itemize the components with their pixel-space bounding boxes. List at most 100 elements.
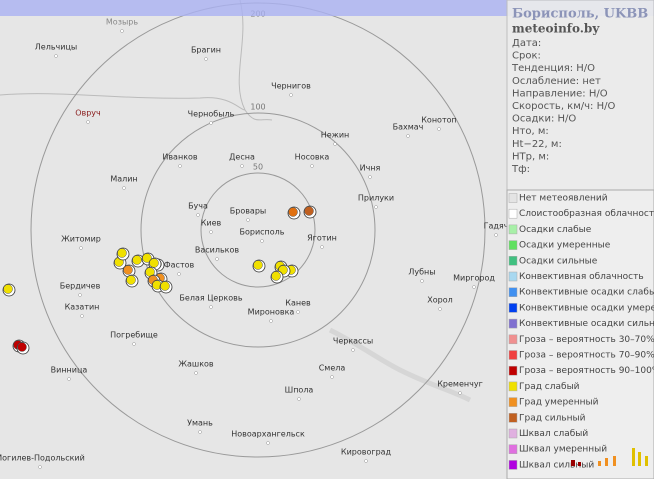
legend-label: Осадки сильные <box>519 256 598 266</box>
city-dot <box>289 93 293 97</box>
legend-label: Град слабый <box>519 382 580 392</box>
panel-site: meteoinfo.by <box>512 22 600 36</box>
border <box>0 93 246 111</box>
city-label: Лубны <box>408 268 435 277</box>
city-dot <box>351 348 355 352</box>
legend-swatch <box>508 413 518 423</box>
city-label: Жашков <box>178 360 214 369</box>
city-dot <box>494 233 498 237</box>
city-dot <box>177 272 181 276</box>
city-label: Кременчуг <box>437 380 483 389</box>
city-label: Овруч <box>75 109 101 118</box>
city-dot <box>406 134 410 138</box>
city-dot <box>260 239 264 243</box>
radar-echo <box>117 248 127 258</box>
city-dot <box>80 314 84 318</box>
legend-label: Град сильный <box>519 413 586 423</box>
city-label: Прилуки <box>358 194 394 203</box>
legend-swatch <box>508 208 518 219</box>
city-dot <box>269 319 273 323</box>
city-label: Малин <box>110 175 137 184</box>
city-dot <box>246 218 250 222</box>
city-dot <box>78 293 82 297</box>
legend-label: Гроза – вероятность 90–100% <box>519 366 654 376</box>
panel-field: Скорость, км/ч: Н/О <box>512 101 615 112</box>
city-dot <box>204 57 208 61</box>
top-band <box>0 0 654 16</box>
city-label: Гадяч <box>484 222 509 231</box>
radar-echo <box>142 253 152 263</box>
city-dot <box>122 186 126 190</box>
legend-label: Конвективные осадки умерен. <box>519 303 654 313</box>
city-dot <box>297 397 301 401</box>
city-dot <box>120 29 124 33</box>
mini-histogram <box>571 448 648 466</box>
city-dot <box>194 371 198 375</box>
panel-field: Направление: Н/О <box>512 88 608 99</box>
city-dot <box>86 120 90 124</box>
legend-swatch <box>508 287 518 297</box>
city-dot <box>196 213 200 217</box>
city-label: Васильков <box>195 246 240 255</box>
city-dot <box>209 230 213 234</box>
city-label: Смела <box>319 364 346 373</box>
city-label: Чернигов <box>271 82 311 91</box>
city-dot <box>320 245 324 249</box>
city-label: Умань <box>187 419 213 428</box>
city-dot <box>438 307 442 311</box>
city-label: Шпола <box>285 386 314 395</box>
city-dot <box>132 342 136 346</box>
radar-echo <box>3 284 13 294</box>
radar-echo <box>123 265 133 275</box>
city-label: Казатин <box>65 303 100 312</box>
legend-swatch <box>508 224 518 235</box>
city-label: Погребище <box>110 331 158 340</box>
legend-label: Шквал слабый <box>519 429 588 439</box>
city-label: Буча <box>188 202 208 211</box>
city-dot <box>296 310 300 314</box>
legend-swatch <box>508 303 518 313</box>
city-label: Десна <box>229 153 255 162</box>
panel-field: Тф: <box>511 164 530 175</box>
city-label: Лельчицы <box>35 43 77 52</box>
radar-echo <box>149 258 159 268</box>
city-label: Житомир <box>61 235 101 244</box>
city-label: Винница <box>51 366 88 375</box>
city-label: Бердичев <box>60 282 101 291</box>
city-label: Бровары <box>230 207 266 216</box>
city-dot <box>178 164 182 168</box>
city-label: Иванков <box>162 153 198 162</box>
legend-swatch <box>508 381 518 392</box>
city-label: Новоархангельск <box>231 430 305 439</box>
city-dot <box>368 175 372 179</box>
panel-field: НТр, м: <box>512 151 549 162</box>
city-dot <box>54 54 58 58</box>
legend-swatch <box>508 240 518 250</box>
legend-box <box>506 189 654 480</box>
city-label: Конотоп <box>421 116 456 125</box>
legend-swatch <box>508 256 518 266</box>
radar-echo <box>253 260 263 270</box>
border <box>238 0 273 121</box>
city-label: Киев <box>201 219 222 228</box>
radar-echo <box>304 206 314 216</box>
legend-label: Осадки умеренные <box>519 241 611 251</box>
city-label: Мироновка <box>248 308 295 317</box>
panel-field: Срок: <box>512 51 541 62</box>
city-label: Носовка <box>295 153 330 162</box>
panel-title: Борисполь, UKBB <box>512 7 648 22</box>
panel-field: Ht−22, м: <box>512 139 562 150</box>
legend-swatch <box>508 193 518 203</box>
city-label: Могилев-Подольский <box>0 454 85 463</box>
legend-label: Конвективные осадки сильные <box>519 319 654 329</box>
legend-label: Осадки слабые <box>519 225 592 235</box>
legend-label: Шквал сильный <box>519 460 594 470</box>
city-label: Фастов <box>164 261 195 270</box>
city-dot <box>374 205 378 209</box>
radar-echo <box>160 281 170 291</box>
city-label: Миргород <box>453 274 495 283</box>
legend-label: Нет метеоявлений <box>519 194 608 204</box>
legend-swatch <box>508 334 518 345</box>
city-label: Мозырь <box>106 18 138 27</box>
